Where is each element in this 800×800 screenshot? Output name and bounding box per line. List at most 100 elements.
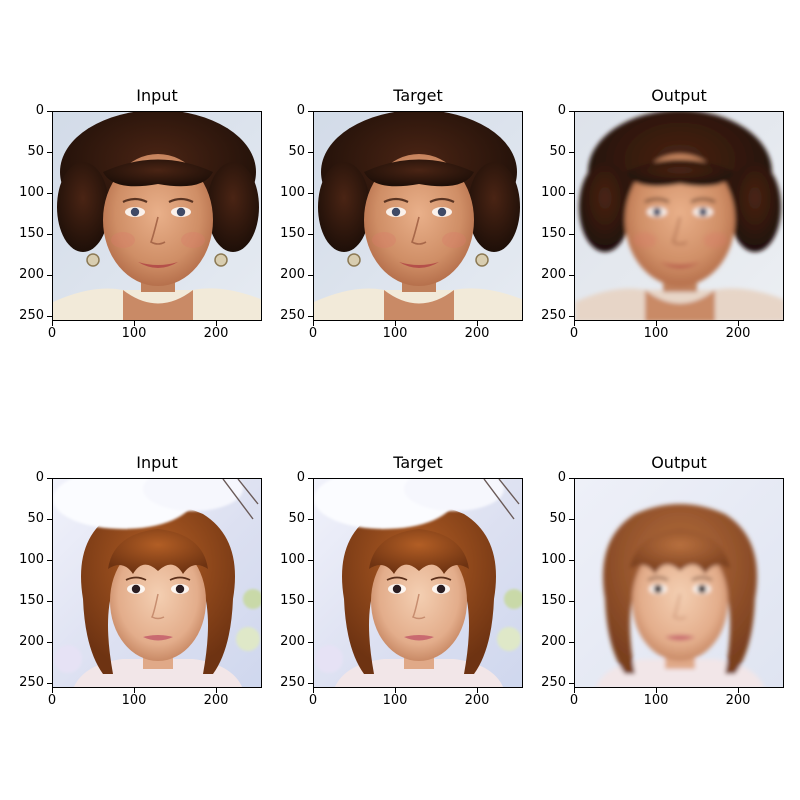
y-tick-mark (47, 234, 52, 236)
y-tick-mark (569, 316, 574, 318)
y-tick-mark (569, 560, 574, 562)
y-tick-label: 50 (549, 511, 566, 527)
y-tick-mark (308, 683, 313, 685)
y-tick-label: 150 (541, 226, 566, 242)
x-tick-label: 200 (203, 326, 229, 341)
panel-image (52, 111, 262, 321)
y-tick-mark (569, 642, 574, 644)
y-tick-label: 200 (280, 267, 305, 283)
y-tick-mark (47, 152, 52, 154)
x-tick-mark (134, 321, 136, 326)
y-tick-mark (569, 234, 574, 236)
y-tick-label: 50 (288, 144, 305, 160)
y-tick-mark (47, 111, 52, 112)
y-tick-label: 250 (541, 675, 566, 691)
panel-title: Input (136, 453, 178, 472)
x-tick-mark (477, 321, 479, 326)
y-tick-label: 0 (557, 103, 566, 118)
panel-image (52, 478, 262, 688)
x-tick-label: 100 (382, 693, 408, 708)
x-tick-mark (395, 321, 397, 326)
x-tick-label: 0 (47, 693, 57, 708)
y-tick-mark (47, 316, 52, 318)
x-tick-label: 0 (308, 693, 318, 708)
panel-row1-output: Output 0 50 100 150 200 250 0 100 200 (541, 86, 784, 341)
panel-image (574, 111, 784, 321)
panel-title: Input (136, 86, 178, 105)
y-tick-mark (569, 111, 574, 112)
x-tick-label: 100 (121, 326, 147, 341)
y-tick-label: 100 (280, 552, 305, 568)
y-tick-label: 250 (280, 675, 305, 691)
x-tick-mark (574, 688, 575, 693)
y-tick-label: 50 (27, 144, 44, 160)
y-tick-label: 100 (541, 185, 566, 201)
x-tick-label: 200 (203, 693, 229, 708)
panel-row2-output: Output 0 50 100 150 200 250 0 100 200 (541, 453, 784, 708)
y-tick-mark (569, 601, 574, 603)
y-tick-label: 50 (288, 511, 305, 527)
y-tick-label: 200 (19, 634, 44, 650)
y-tick-label: 250 (280, 308, 305, 324)
y-tick-mark (569, 152, 574, 154)
y-tick-mark (308, 234, 313, 236)
y-tick-label: 0 (296, 103, 305, 118)
x-tick-label: 200 (725, 326, 751, 341)
y-tick-label: 100 (19, 552, 44, 568)
y-tick-mark (47, 683, 52, 685)
x-tick-mark (656, 688, 658, 693)
y-tick-mark (47, 519, 52, 521)
y-tick-label: 150 (280, 593, 305, 609)
y-tick-mark (47, 601, 52, 603)
y-tick-label: 150 (19, 226, 44, 242)
panel-title: Target (393, 453, 443, 472)
x-tick-mark (134, 688, 136, 693)
y-tick-label: 100 (280, 185, 305, 201)
y-tick-mark (308, 316, 313, 318)
x-tick-mark (738, 321, 740, 326)
x-tick-label: 0 (47, 326, 57, 341)
panel-title: Output (651, 86, 707, 105)
y-tick-mark (569, 275, 574, 277)
x-tick-mark (395, 688, 397, 693)
x-tick-label: 0 (569, 326, 579, 341)
panel-row1-input: Input 0 50 100 150 200 250 0 100 200 (19, 86, 262, 341)
y-tick-label: 50 (27, 511, 44, 527)
y-tick-label: 200 (280, 634, 305, 650)
y-tick-label: 0 (35, 103, 44, 118)
panel-row2-target: Target 0 50 100 150 200 250 0 100 200 (280, 453, 523, 708)
x-tick-label: 200 (464, 326, 490, 341)
panel-title: Target (393, 86, 443, 105)
y-tick-label: 200 (541, 267, 566, 283)
y-tick-mark (308, 478, 313, 479)
y-tick-label: 150 (541, 593, 566, 609)
x-tick-label: 0 (569, 693, 579, 708)
y-tick-mark (308, 193, 313, 195)
panel-row1-target: Target 0 50 100 150 200 250 0 100 200 (280, 86, 523, 341)
x-tick-mark (313, 321, 314, 326)
y-tick-mark (47, 193, 52, 195)
y-tick-label: 0 (557, 470, 566, 485)
x-tick-mark (216, 321, 218, 326)
y-tick-mark (308, 275, 313, 277)
x-tick-label: 100 (382, 326, 408, 341)
y-tick-label: 150 (19, 593, 44, 609)
y-tick-mark (569, 478, 574, 479)
y-tick-label: 150 (280, 226, 305, 242)
panel-image (313, 478, 523, 688)
x-tick-mark (52, 688, 53, 693)
x-tick-mark (477, 688, 479, 693)
y-tick-mark (47, 560, 52, 562)
x-tick-mark (313, 688, 314, 693)
x-tick-mark (574, 321, 575, 326)
y-tick-label: 0 (35, 470, 44, 485)
x-tick-label: 200 (725, 693, 751, 708)
y-tick-label: 250 (19, 308, 44, 324)
y-tick-mark (308, 642, 313, 644)
y-tick-mark (569, 193, 574, 195)
y-tick-mark (47, 275, 52, 277)
y-tick-mark (308, 560, 313, 562)
x-tick-label: 200 (464, 693, 490, 708)
y-tick-mark (47, 642, 52, 644)
x-tick-label: 100 (643, 326, 669, 341)
